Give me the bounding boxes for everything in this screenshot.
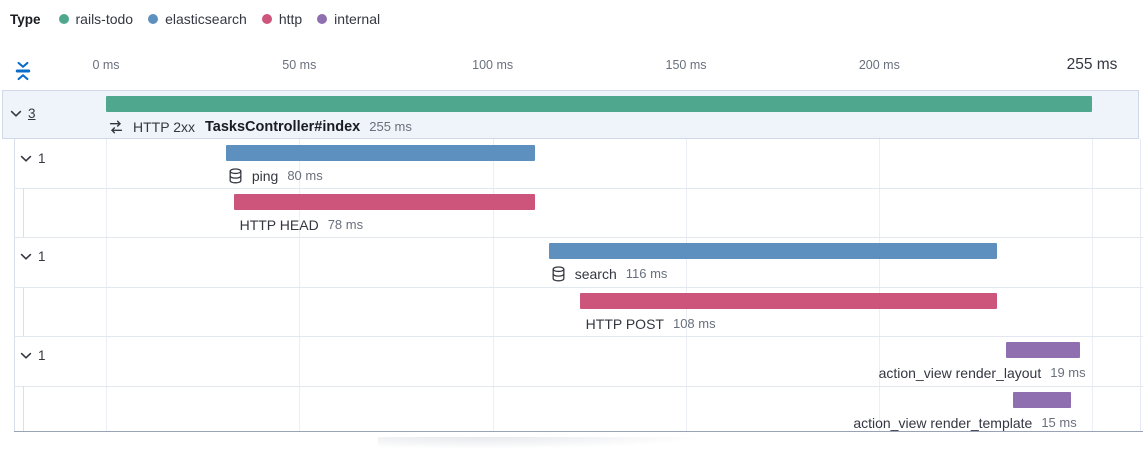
- chevron-down-icon: [10, 110, 22, 118]
- child-count: 1: [38, 151, 46, 166]
- span-label: HTTP POST 108 ms: [586, 314, 716, 333]
- waterfall-row-http-head[interactable]: [0, 188, 1143, 237]
- span-label: HTTP HEAD 78 ms: [240, 215, 364, 234]
- legend-item-label: rails-todo: [75, 11, 134, 27]
- chevron-down-icon: [20, 253, 32, 261]
- gridline: [879, 139, 880, 431]
- gridline: [686, 139, 687, 431]
- legend-items: rails-todo elasticsearch http internal: [58, 11, 396, 27]
- accordion-toggle[interactable]: 1: [20, 152, 46, 166]
- span-label: ping 80 ms: [228, 166, 323, 185]
- span-label: action_view render_layout 19 ms: [879, 363, 1086, 382]
- accordion-indent-line-nested: [23, 287, 24, 336]
- type-legend: Type rails-todo elasticsearch http internal: [10, 9, 395, 29]
- span-name: action_view render_template: [853, 414, 1033, 431]
- child-count: 1: [38, 249, 46, 264]
- axis-tick-label: 50 ms: [282, 58, 317, 72]
- row-separator: [14, 237, 1143, 238]
- axis-tick-label: 100 ms: [472, 58, 514, 72]
- axis-tick-label: 0 ms: [92, 58, 120, 72]
- axis-tick-label: 255 ms: [1066, 56, 1118, 73]
- row-separator: [14, 188, 1143, 189]
- axis-tick-label: 200 ms: [858, 58, 900, 72]
- row-separator: [14, 386, 1143, 387]
- accordion-indent-line: [14, 139, 15, 431]
- legend-item-label: internal: [334, 11, 381, 27]
- chevron-down-icon: [20, 155, 32, 163]
- legend-item-label: elasticsearch: [165, 11, 247, 27]
- span-duration: 19 ms: [1050, 365, 1086, 380]
- database-icon: [228, 167, 243, 184]
- span-name: ping: [251, 167, 279, 184]
- span-duration: 255 ms: [369, 119, 412, 134]
- span-name: search: [574, 265, 617, 282]
- legend-item-elasticsearch[interactable]: elasticsearch: [148, 11, 247, 27]
- legend-title: Type: [10, 11, 41, 27]
- chevron-down-icon: [20, 352, 32, 360]
- span-bar-http-head[interactable]: [233, 194, 536, 210]
- span-bar-action-view-render-layout[interactable]: [1006, 342, 1080, 358]
- legend-item-rails-todo[interactable]: rails-todo: [58, 11, 134, 27]
- waterfall-bottom-border: [14, 431, 1143, 432]
- span-duration: 78 ms: [327, 217, 364, 232]
- axis-tick-label: 150 ms: [665, 58, 707, 72]
- span-name: action_view render_layout: [878, 364, 1042, 381]
- accordion-toggle[interactable]: 1: [20, 250, 46, 264]
- span-name: HTTP POST: [585, 315, 664, 332]
- row-separator: [14, 287, 1143, 288]
- database-icon: [551, 265, 566, 282]
- accordion-indent-line-nested: [23, 386, 24, 431]
- span-name: TasksController#index: [204, 118, 361, 135]
- span-duration: 116 ms: [625, 266, 668, 281]
- collapse-timeline-icon: [13, 59, 33, 88]
- accordion-indent-line-nested: [23, 188, 24, 237]
- span-label: search 116 ms: [551, 264, 668, 283]
- gridline: [106, 139, 107, 431]
- span-name: HTTP HEAD: [239, 216, 319, 233]
- row-separator: [14, 336, 1143, 337]
- child-count: 1: [38, 348, 46, 363]
- legend-dot-icon: [148, 14, 159, 24]
- transaction-merge-icon: [108, 119, 124, 135]
- span-bar-http-post[interactable]: [579, 293, 998, 309]
- span-duration: 15 ms: [1041, 415, 1077, 430]
- legend-dot-icon: [261, 14, 272, 24]
- gridline: [299, 139, 300, 431]
- accordion-toggle[interactable]: 3: [10, 107, 36, 121]
- span-bar-search[interactable]: [548, 243, 998, 259]
- bottom-scroll-shadow: [378, 437, 708, 449]
- legend-item-label: http: [278, 11, 303, 27]
- waterfall-right-border: [1140, 139, 1141, 431]
- gridline: [1092, 139, 1093, 431]
- accordion-toggle[interactable]: 1: [20, 349, 46, 363]
- child-count: 3: [28, 106, 36, 121]
- span-prefix: HTTP 2xx: [133, 118, 195, 135]
- span-bar-ping[interactable]: [225, 145, 536, 161]
- span-duration: 80 ms: [287, 168, 323, 183]
- span-label: action_view render_template 15 ms: [853, 413, 1076, 432]
- span-duration: 108 ms: [672, 316, 716, 331]
- collapse-timeline-button[interactable]: [11, 59, 35, 87]
- gridline: [493, 139, 494, 431]
- span-bar-taskscontroller-index[interactable]: [106, 96, 1092, 112]
- legend-item-internal[interactable]: internal: [317, 11, 380, 27]
- waterfall-row-ping[interactable]: [0, 139, 1143, 188]
- legend-dot-icon: [317, 14, 328, 24]
- legend-dot-icon: [58, 14, 69, 24]
- span-bar-action-view-render-template[interactable]: [1012, 392, 1071, 408]
- span-label: HTTP 2xx TasksController#index 255 ms: [108, 117, 412, 136]
- legend-item-http[interactable]: http: [261, 11, 303, 27]
